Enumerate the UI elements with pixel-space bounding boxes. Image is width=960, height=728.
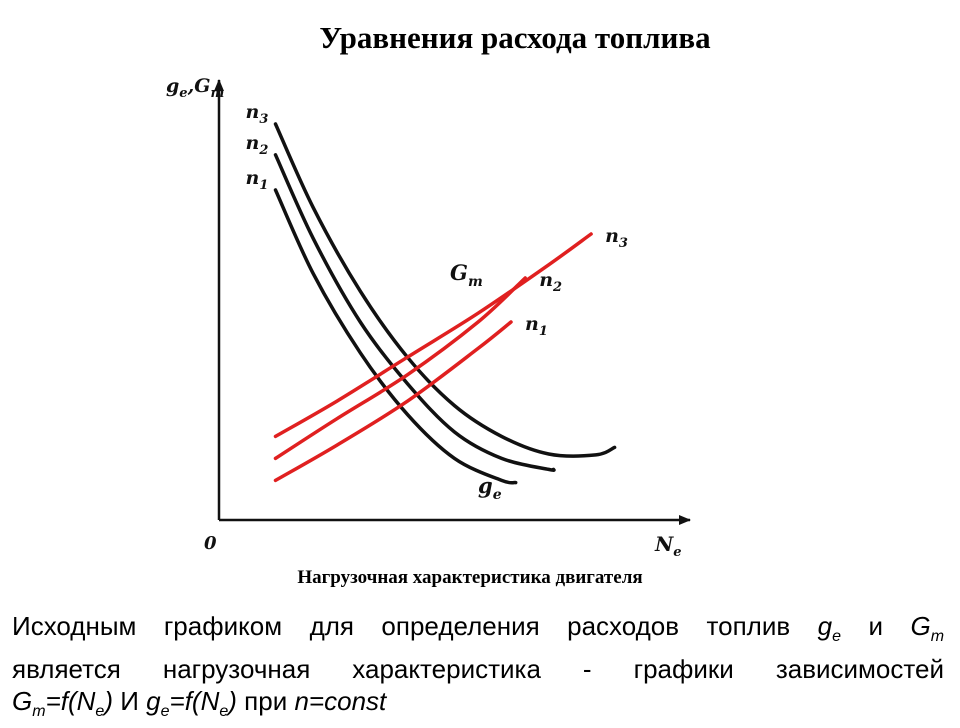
series-ge-n3	[273, 122, 617, 458]
series-ge-n1	[273, 188, 518, 485]
series-label-Gt-n2: n2	[539, 269, 562, 295]
series-label-Gt-n3: n3	[605, 225, 628, 251]
origin-label: 0	[204, 533, 217, 554]
description-line-1: Исходным графиком для определения расход…	[12, 611, 945, 645]
description-paragraph: Исходным графиком для определения расход…	[12, 610, 944, 728]
series-Gt-n1	[273, 320, 513, 483]
slide-title: Уравнения расхода топлива	[319, 20, 711, 55]
chart-caption: Нагрузочная характеристика двигателя	[297, 567, 643, 588]
gt-group-label: Gт	[450, 260, 483, 290]
ge-group-label: ge	[478, 473, 502, 503]
x-axis-label: Ne	[654, 532, 682, 560]
series-Gt-n2	[273, 276, 527, 461]
load-characteristic-chart: ge,Gт Ne 0 ge Gт n1 n2 n3 n1 n2 n3	[166, 75, 691, 560]
description-line-3: Gm=f(Ne) И ge=f(Ne) при n=const	[12, 686, 387, 720]
series-label-ge-n2: n2	[246, 132, 269, 158]
series-label-Gt-n1: n1	[525, 313, 548, 339]
description-line-2: является нагрузочная характеристика - гр…	[12, 654, 944, 684]
series-label-ge-n1: n1	[246, 167, 269, 193]
y-axis-label: ge,Gт	[166, 75, 224, 101]
series-Gt-n3	[273, 232, 593, 439]
series-label-ge-n3: n3	[246, 101, 269, 127]
